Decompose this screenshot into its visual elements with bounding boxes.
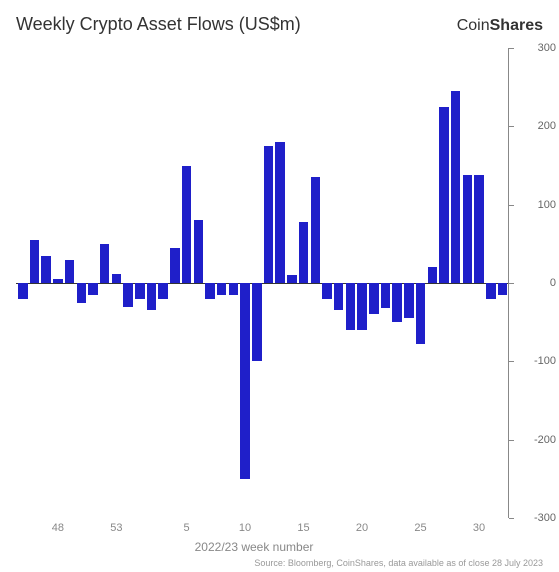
bar (264, 146, 274, 283)
logo-shares: Shares (490, 17, 543, 34)
bar (229, 283, 239, 295)
bar (334, 283, 344, 310)
y-tick-label: 300 (538, 42, 556, 54)
bar (275, 142, 285, 283)
y-tick (509, 440, 514, 441)
bar (65, 260, 75, 284)
bar (486, 283, 496, 299)
bar (369, 283, 379, 314)
bar (311, 177, 321, 283)
bar (158, 283, 168, 299)
x-tick-label: 15 (297, 522, 309, 534)
y-tick-label: 100 (538, 199, 556, 211)
y-tick (509, 126, 514, 127)
y-tick-label: 200 (538, 120, 556, 132)
y-tick-label: 0 (550, 277, 556, 289)
x-tick-label: 20 (356, 522, 368, 534)
chart-plot-area (16, 48, 508, 518)
y-axis-labels: -300-200-1000100200300 (516, 48, 556, 518)
bar (252, 283, 262, 361)
bar (322, 283, 332, 299)
bar (217, 283, 227, 295)
x-tick-label: 30 (473, 522, 485, 534)
x-tick-label: 53 (110, 522, 122, 534)
bar (463, 175, 473, 283)
x-tick-label: 25 (414, 522, 426, 534)
bar (381, 283, 391, 308)
bar (428, 267, 438, 283)
y-tick (509, 205, 514, 206)
bar (170, 248, 180, 283)
logo-coin: Coin (457, 17, 490, 34)
y-tick (509, 48, 514, 49)
bar (123, 283, 133, 307)
x-tick-label: 5 (183, 522, 189, 534)
source-attribution: Source: Bloomberg, CoinShares, data avai… (254, 558, 543, 568)
chart-header: Weekly Crypto Asset Flows (US$m) CoinSha… (16, 14, 543, 35)
y-tick (509, 283, 514, 284)
bar (205, 283, 215, 299)
bar (346, 283, 356, 330)
x-axis-labels: 48 53 5 10 15 20 25 30 (16, 522, 508, 542)
bar (194, 220, 204, 283)
bar (147, 283, 157, 310)
bar (77, 283, 87, 303)
bar (474, 175, 484, 283)
bar (439, 107, 449, 283)
bar (112, 274, 122, 283)
bar (287, 275, 297, 283)
y-tick-label: -200 (534, 434, 556, 446)
bar (88, 283, 98, 295)
bar (404, 283, 414, 318)
chart-title: Weekly Crypto Asset Flows (US$m) (16, 14, 301, 35)
bar (299, 222, 309, 283)
bar (135, 283, 145, 299)
bar (498, 283, 508, 295)
x-tick-label: 48 (52, 522, 64, 534)
y-tick-label: -100 (534, 355, 556, 367)
bar (182, 166, 192, 284)
bar (100, 244, 110, 283)
bar (30, 240, 40, 283)
bar (451, 91, 461, 283)
coinshares-logo: CoinShares (457, 17, 543, 35)
bar (416, 283, 426, 344)
bar (18, 283, 28, 299)
y-tick (509, 518, 514, 519)
bar (240, 283, 250, 479)
x-axis-title: 2022/23 week number (0, 540, 508, 554)
bar (41, 256, 51, 283)
y-tick (509, 361, 514, 362)
bar (53, 279, 63, 283)
y-tick-label: -300 (534, 512, 556, 524)
bar (392, 283, 402, 322)
bar-plot (16, 48, 508, 518)
bar (357, 283, 367, 330)
x-tick-label: 10 (239, 522, 251, 534)
